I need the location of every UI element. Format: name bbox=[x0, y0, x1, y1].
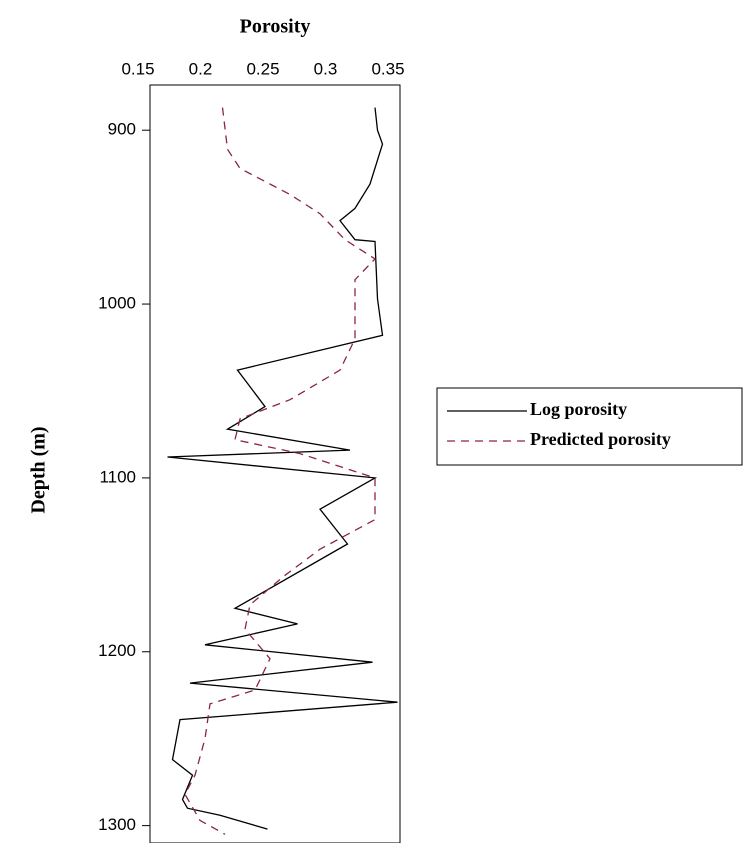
y-tick-label: 1300 bbox=[98, 815, 136, 834]
plot-frame bbox=[149, 84, 401, 843]
y-tick-label: 1100 bbox=[99, 467, 136, 486]
chart-title: Porosity bbox=[240, 16, 311, 38]
legend-label: Predicted porosity bbox=[530, 429, 671, 449]
y-axis-label: Depth (m) bbox=[28, 426, 50, 513]
x-tick-label: 0.35 bbox=[371, 59, 404, 78]
legend-label: Log porosity bbox=[530, 399, 627, 419]
y-tick-label: 1200 bbox=[98, 641, 136, 660]
series-line bbox=[167, 107, 398, 830]
x-tick-label: 0.25 bbox=[246, 59, 279, 78]
legend bbox=[436, 387, 743, 466]
x-tick-label: 0.3 bbox=[314, 59, 338, 78]
x-tick-label: 0.15 bbox=[121, 59, 154, 78]
y-tick-label: 1000 bbox=[98, 294, 136, 313]
x-tick-label: 0.2 bbox=[189, 59, 213, 78]
series-line bbox=[184, 107, 377, 835]
y-tick-label: 900 bbox=[108, 120, 136, 139]
